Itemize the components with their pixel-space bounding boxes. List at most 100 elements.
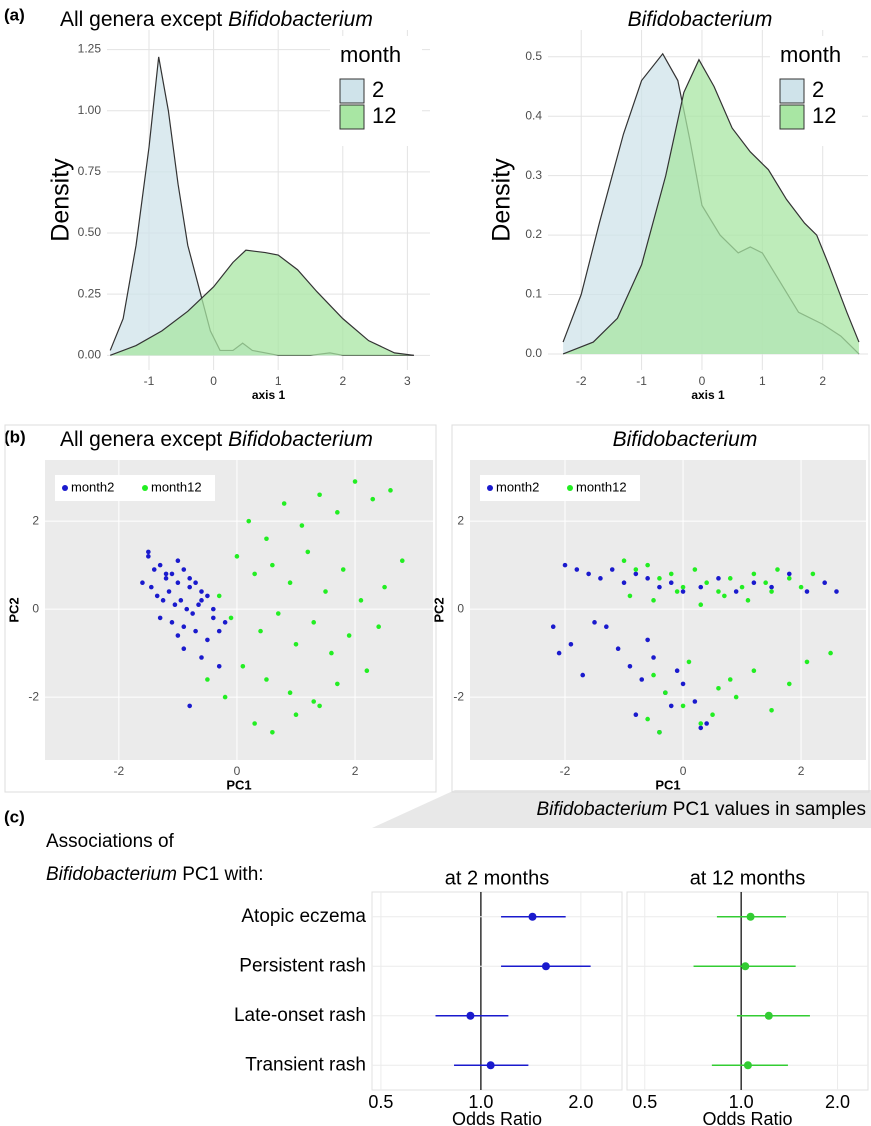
legend-label: month2	[496, 479, 539, 494]
point	[234, 554, 240, 559]
point	[727, 677, 733, 682]
x-tick-label: 2	[339, 374, 346, 388]
y-tick-label: Persistent rash	[239, 955, 366, 976]
y-tick-label: 0.25	[78, 286, 102, 300]
point	[172, 602, 178, 608]
text-segment: Associations of	[46, 831, 175, 852]
x-tick-label: 0	[210, 374, 217, 388]
panel-label: (a)	[4, 5, 25, 24]
point	[340, 567, 346, 572]
point	[769, 584, 774, 590]
point	[311, 699, 317, 704]
strip-label: at 12 months	[690, 867, 806, 889]
point	[746, 912, 755, 921]
point	[228, 615, 234, 621]
x-tick-label: 3	[404, 374, 411, 388]
legend-title: month	[340, 42, 401, 67]
point	[633, 571, 639, 577]
legend-box	[480, 475, 640, 501]
y-tick-label: 0.4	[525, 108, 542, 122]
point	[199, 655, 204, 660]
point	[163, 571, 169, 577]
point	[157, 562, 163, 568]
x-tick-label: 2.0	[825, 1092, 850, 1112]
point	[252, 721, 257, 726]
point	[745, 598, 751, 603]
density-area	[110, 56, 414, 356]
point	[604, 624, 609, 630]
point	[187, 584, 192, 590]
point	[743, 1061, 752, 1070]
heading: Bifidobacterium PC1 values in samples	[537, 799, 867, 820]
x-tick-label: 0.5	[368, 1092, 393, 1112]
point	[633, 712, 639, 717]
point	[216, 593, 222, 599]
legend-label: 2	[372, 77, 384, 102]
legend-label: 2	[812, 77, 824, 102]
point	[205, 677, 210, 682]
point	[627, 664, 633, 669]
point	[692, 699, 698, 704]
point	[293, 712, 299, 717]
point	[592, 620, 597, 625]
point	[651, 672, 656, 678]
point	[769, 707, 774, 713]
chart-title: All genera except Bifidobacterium	[60, 428, 373, 451]
point	[741, 962, 750, 971]
point	[716, 685, 721, 691]
point	[722, 593, 727, 599]
plot-area	[371, 891, 623, 1091]
point	[810, 571, 816, 577]
point	[668, 580, 674, 586]
y-tick-label: 0.00	[78, 347, 102, 361]
point	[270, 562, 275, 568]
point	[146, 549, 151, 555]
point	[786, 571, 792, 577]
point	[822, 580, 827, 586]
point	[704, 721, 709, 726]
x-axis-label: axis 1	[252, 388, 286, 402]
point	[293, 642, 299, 647]
point	[187, 703, 192, 709]
point	[329, 650, 334, 656]
point	[246, 518, 252, 524]
point	[651, 655, 656, 660]
point	[175, 633, 181, 638]
y-tick-label: 2	[457, 513, 464, 527]
heading: Associations of	[46, 831, 175, 852]
point	[154, 593, 160, 599]
point	[804, 589, 810, 594]
strip	[627, 862, 868, 892]
y-axis-label: Density	[47, 158, 75, 242]
point	[657, 576, 662, 581]
x-tick-label: -1	[144, 374, 155, 388]
x-tick-label: 0	[234, 764, 241, 778]
point	[346, 633, 352, 638]
point	[657, 729, 662, 735]
point	[281, 501, 287, 506]
x-tick-label: -2	[576, 374, 587, 388]
heading: Bifidobacterium PC1 with:	[46, 864, 264, 885]
point	[651, 598, 656, 603]
legend-label: month2	[71, 479, 114, 494]
x-tick-label: 2	[352, 764, 359, 778]
point	[190, 611, 195, 616]
y-tick-label: 0.75	[78, 164, 102, 178]
point	[466, 1011, 475, 1020]
point	[657, 584, 662, 590]
point	[151, 567, 157, 572]
point	[645, 637, 650, 643]
y-tick-label: 0	[457, 601, 464, 615]
legend-label: month12	[576, 479, 627, 494]
legend-title: month	[780, 42, 841, 67]
y-axis-label: Density	[488, 158, 516, 242]
text-segment: PC1 with:	[177, 864, 264, 885]
text-segment: Bifidobacterium	[46, 864, 177, 885]
point	[211, 606, 216, 612]
y-tick-label: 1.25	[78, 42, 102, 56]
point	[733, 589, 739, 594]
y-axis-label: PC2	[6, 597, 21, 622]
point	[550, 624, 556, 630]
banner	[372, 790, 871, 828]
